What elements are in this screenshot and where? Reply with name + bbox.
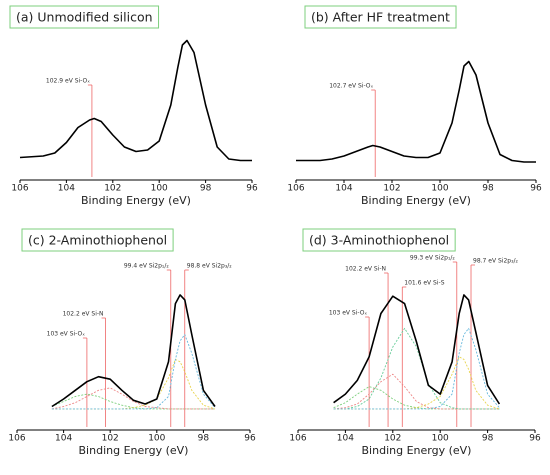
x-tick-label: 100 xyxy=(432,434,449,444)
x-tick-label: 98 xyxy=(198,434,210,444)
annotation: 98.7 eV Si2p₃/₂ xyxy=(473,258,518,265)
curve xyxy=(51,387,215,410)
x-tick-label: 98 xyxy=(482,434,494,444)
x-tick-label: 96 xyxy=(244,434,256,444)
annotation: 102.2 eV Si-N xyxy=(345,266,386,273)
curve xyxy=(333,373,500,410)
x-tick-label: 102 xyxy=(384,434,401,444)
title-box xyxy=(304,5,457,29)
x-tick-label: 106 xyxy=(11,184,28,194)
annotation: 102.7 eV Si-Oₓ xyxy=(329,83,373,90)
curve xyxy=(19,39,252,162)
x-tick-label: 102 xyxy=(102,434,119,444)
annotation: 98.8 eV Si2p₃/₂ xyxy=(187,263,232,270)
x-tick-label: 106 xyxy=(8,434,25,444)
x-tick-label: 100 xyxy=(431,184,448,194)
x-tick-label: 104 xyxy=(55,434,72,444)
x-tick-label: 98 xyxy=(482,184,494,194)
x-tick-label: 100 xyxy=(148,434,165,444)
x-axis-label: Binding Energy (eV) xyxy=(361,194,471,207)
x-tick-label: 102 xyxy=(383,184,400,194)
annotation: 103 eV Si-Oₓ xyxy=(47,331,86,338)
x-tick-label: 104 xyxy=(58,184,75,194)
curve xyxy=(333,327,500,410)
title-box xyxy=(21,228,174,252)
x-axis-label: Binding Energy (eV) xyxy=(362,444,472,457)
x-axis-label: Binding Energy (eV) xyxy=(81,194,191,207)
x-tick-label: 104 xyxy=(335,184,352,194)
curve xyxy=(51,294,216,408)
x-tick-label: 96 xyxy=(530,184,542,194)
curve xyxy=(51,334,216,410)
annotation: 103 eV Si-Oₓ xyxy=(329,310,368,317)
annotation: 99.3 eV Si2p₁/₂ xyxy=(410,255,455,262)
annotation: 99.4 eV Si2p₁/₂ xyxy=(124,263,169,270)
panel-title: (b) After HF treatment xyxy=(311,10,450,25)
title-box xyxy=(302,228,456,252)
x-tick-label: 98 xyxy=(200,184,212,194)
curve xyxy=(333,327,500,410)
curve xyxy=(51,393,215,410)
panel-title: (d) 3-Aminothiophenol xyxy=(309,233,449,248)
panel-title: (a) Unmodified silicon xyxy=(16,10,153,25)
curve xyxy=(296,60,536,163)
x-axis-label: Binding Energy (eV) xyxy=(79,444,189,457)
x-tick-label: 104 xyxy=(337,434,354,444)
x-tick-label: 100 xyxy=(151,184,168,194)
x-tick-label: 106 xyxy=(289,434,306,444)
annotation: 102.2 eV Si-N xyxy=(63,311,104,318)
title-box xyxy=(9,5,160,29)
curve xyxy=(333,294,501,405)
x-tick-label: 106 xyxy=(287,184,304,194)
x-tick-label: 96 xyxy=(246,184,258,194)
annotation: 101.6 eV Si-S xyxy=(404,280,444,287)
panel-title: (c) 2-Aminothiophenol xyxy=(28,233,167,248)
annotation: 102.9 eV Si-Oₓ xyxy=(46,78,90,85)
x-tick-label: 102 xyxy=(104,184,121,194)
x-tick-label: 96 xyxy=(529,434,541,444)
